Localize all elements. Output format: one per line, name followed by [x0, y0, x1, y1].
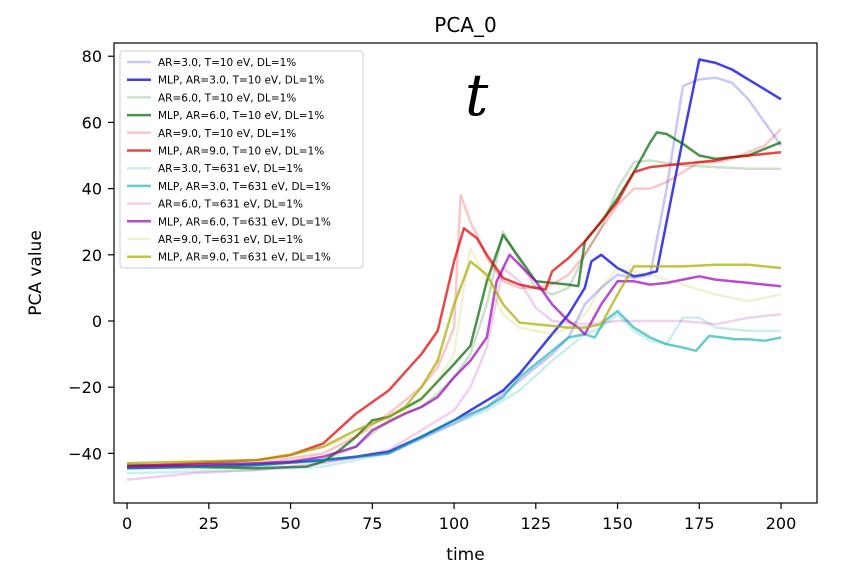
legend-label-5: MLP, AR=9.0, T=10 eV, DL=1% [158, 146, 324, 158]
legend-items: AR=3.0, T=10 eV, DL=1% MLP, AR=3.0, T=10 … [127, 57, 331, 264]
y-tick-label: 60 [82, 113, 102, 132]
legend-label-2: AR=6.0, T=10 eV, DL=1% [158, 92, 296, 104]
series-line-11 [127, 260, 782, 465]
legend-label-9: MLP, AR=6.0, T=631 eV, DL=1% [158, 216, 331, 228]
series-layer [126, 58, 783, 482]
legend-label-7: MLP, AR=3.0, T=631 eV, DL=1% [158, 181, 331, 193]
series-line-8 [126, 266, 782, 482]
annotation-t: t [465, 61, 489, 129]
legend-label-10: AR=9.0, T=631 eV, DL=1% [158, 234, 303, 246]
x-tick-label: 50 [280, 514, 300, 533]
y-tick-label: 20 [82, 246, 102, 265]
legend-label-11: MLP, AR=9.0, T=631 eV, DL=1% [158, 252, 331, 264]
x-tick-label: 125 [521, 514, 552, 533]
x-tick-label: 100 [439, 514, 470, 533]
y-tick-label: 80 [82, 47, 102, 66]
legend-label-0: AR=3.0, T=10 eV, DL=1% [158, 57, 296, 69]
y-tick-label: 0 [92, 312, 102, 331]
x-tick-label: 25 [199, 514, 219, 533]
x-tick-label: 75 [362, 514, 382, 533]
series-line-7 [127, 309, 782, 470]
y-tick-label: −20 [68, 378, 102, 397]
y-tick-label: −40 [68, 444, 102, 463]
ticks-layer: 0 25 50 75 100 125 150 175 200 −40 −20 0 20 40 60 80 [68, 47, 796, 533]
x-tick-label: 0 [122, 514, 132, 533]
x-tick-label: 150 [602, 514, 633, 533]
x-axis-label: time [446, 545, 484, 562]
legend-label-1: MLP, AR=3.0, T=10 eV, DL=1% [158, 75, 324, 87]
plot-frame [113, 42, 818, 504]
series-line-1 [127, 58, 782, 470]
chart-title: PCA_0 [434, 13, 496, 37]
legend-label-4: AR=9.0, T=10 eV, DL=1% [158, 128, 296, 140]
x-tick-label: 175 [684, 514, 715, 533]
y-tick-label: 40 [82, 180, 102, 199]
series-line-10 [127, 246, 782, 465]
legend-label-6: AR=3.0, T=631 eV, DL=1% [158, 163, 303, 175]
y-axis-label: PCA value [26, 230, 46, 316]
x-tick-label: 200 [766, 514, 797, 533]
legend-label-3: MLP, AR=6.0, T=10 eV, DL=1% [158, 110, 324, 122]
legend: AR=3.0, T=10 eV, DL=1% MLP, AR=3.0, T=10 … [119, 50, 364, 269]
legend-frame [119, 50, 364, 269]
series-line-9 [127, 253, 782, 468]
legend-label-8: AR=6.0, T=631 eV, DL=1% [158, 199, 303, 211]
series-line-3 [127, 131, 782, 470]
